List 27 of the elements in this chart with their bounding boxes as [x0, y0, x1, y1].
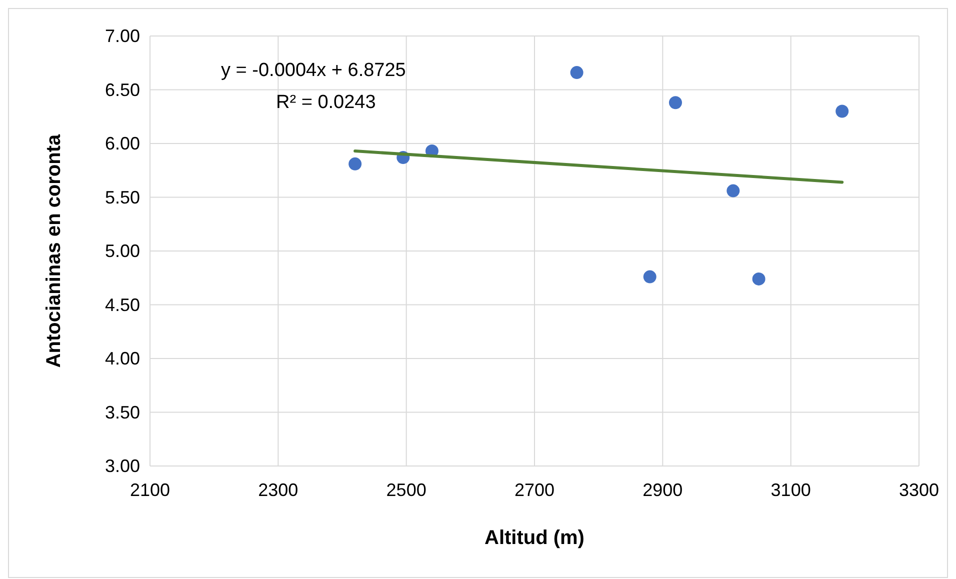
x-tick-label: 2500	[386, 480, 426, 500]
x-tick-label: 2700	[514, 480, 555, 500]
point	[752, 272, 766, 286]
y-tick-label: 5.00	[104, 241, 140, 261]
y-tick-label: 5.50	[104, 187, 140, 208]
y-tick-label: 3.00	[104, 456, 140, 476]
annotation: R² = 0.0243	[276, 92, 376, 113]
y-tick-label: 6.50	[104, 80, 140, 100]
x-tick-label: 2300	[258, 480, 298, 500]
y-tick-label: 4.50	[104, 294, 140, 315]
y-tick-label: 4.00	[104, 348, 140, 368]
x-tick-label: 3300	[898, 480, 940, 500]
y-tick-label: 6.00	[104, 134, 140, 154]
point	[726, 184, 740, 198]
x-tick-label: 3100	[770, 480, 811, 500]
point	[668, 96, 682, 110]
point	[836, 104, 849, 118]
x-tick-label: 2900	[642, 480, 683, 500]
point	[348, 157, 362, 170]
point	[570, 66, 584, 80]
y-axis-title: Antocianinas en coronta	[43, 133, 65, 368]
point	[643, 270, 656, 284]
y-tick-label: 7.00	[104, 26, 140, 46]
x-axis-title: Altitud (m)	[484, 527, 584, 549]
annotation: y = -0.0004x + 6.8725	[221, 60, 406, 81]
y-tick-label: 3.50	[104, 402, 140, 422]
x-tick-label: 2100	[130, 480, 170, 500]
